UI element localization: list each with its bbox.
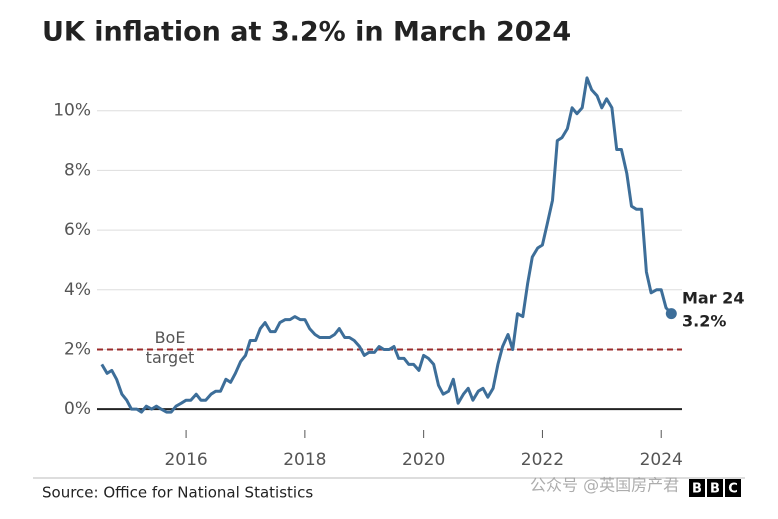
logo-letter: B [710, 482, 720, 497]
x-tick-label: 2024 [640, 450, 683, 470]
logo-box [725, 479, 741, 497]
end-label: Mar 24 [682, 289, 744, 308]
end-point [665, 308, 677, 320]
x-tick-label: 2016 [164, 450, 207, 470]
y-tick-label: 6% [64, 220, 91, 240]
x-tick-label: 2020 [402, 450, 445, 470]
x-tick-label: 2022 [521, 450, 564, 470]
logo-box [707, 479, 723, 497]
logo-letter: C [728, 482, 738, 497]
y-tick-label: 8% [64, 160, 91, 180]
y-tick-label: 2% [64, 339, 91, 359]
y-tick-label: 10% [53, 101, 91, 121]
line [100, 76, 673, 414]
y-tick-label: 4% [64, 280, 91, 300]
y-tick-label: 0% [64, 399, 91, 419]
chart-title: UK inflation at 3.2% in March 2024 [42, 17, 571, 48]
logo-letter: B [692, 482, 702, 497]
x-tick-label: 2018 [283, 450, 326, 470]
target-label: BoE [155, 328, 186, 347]
source: Source: Office for National Statistics [42, 484, 313, 502]
watermark: 公众号 @英国房产君 [530, 476, 679, 495]
logo-box [689, 479, 705, 497]
target-label: target [146, 348, 195, 367]
end-value-label: 3.2% [682, 312, 726, 331]
